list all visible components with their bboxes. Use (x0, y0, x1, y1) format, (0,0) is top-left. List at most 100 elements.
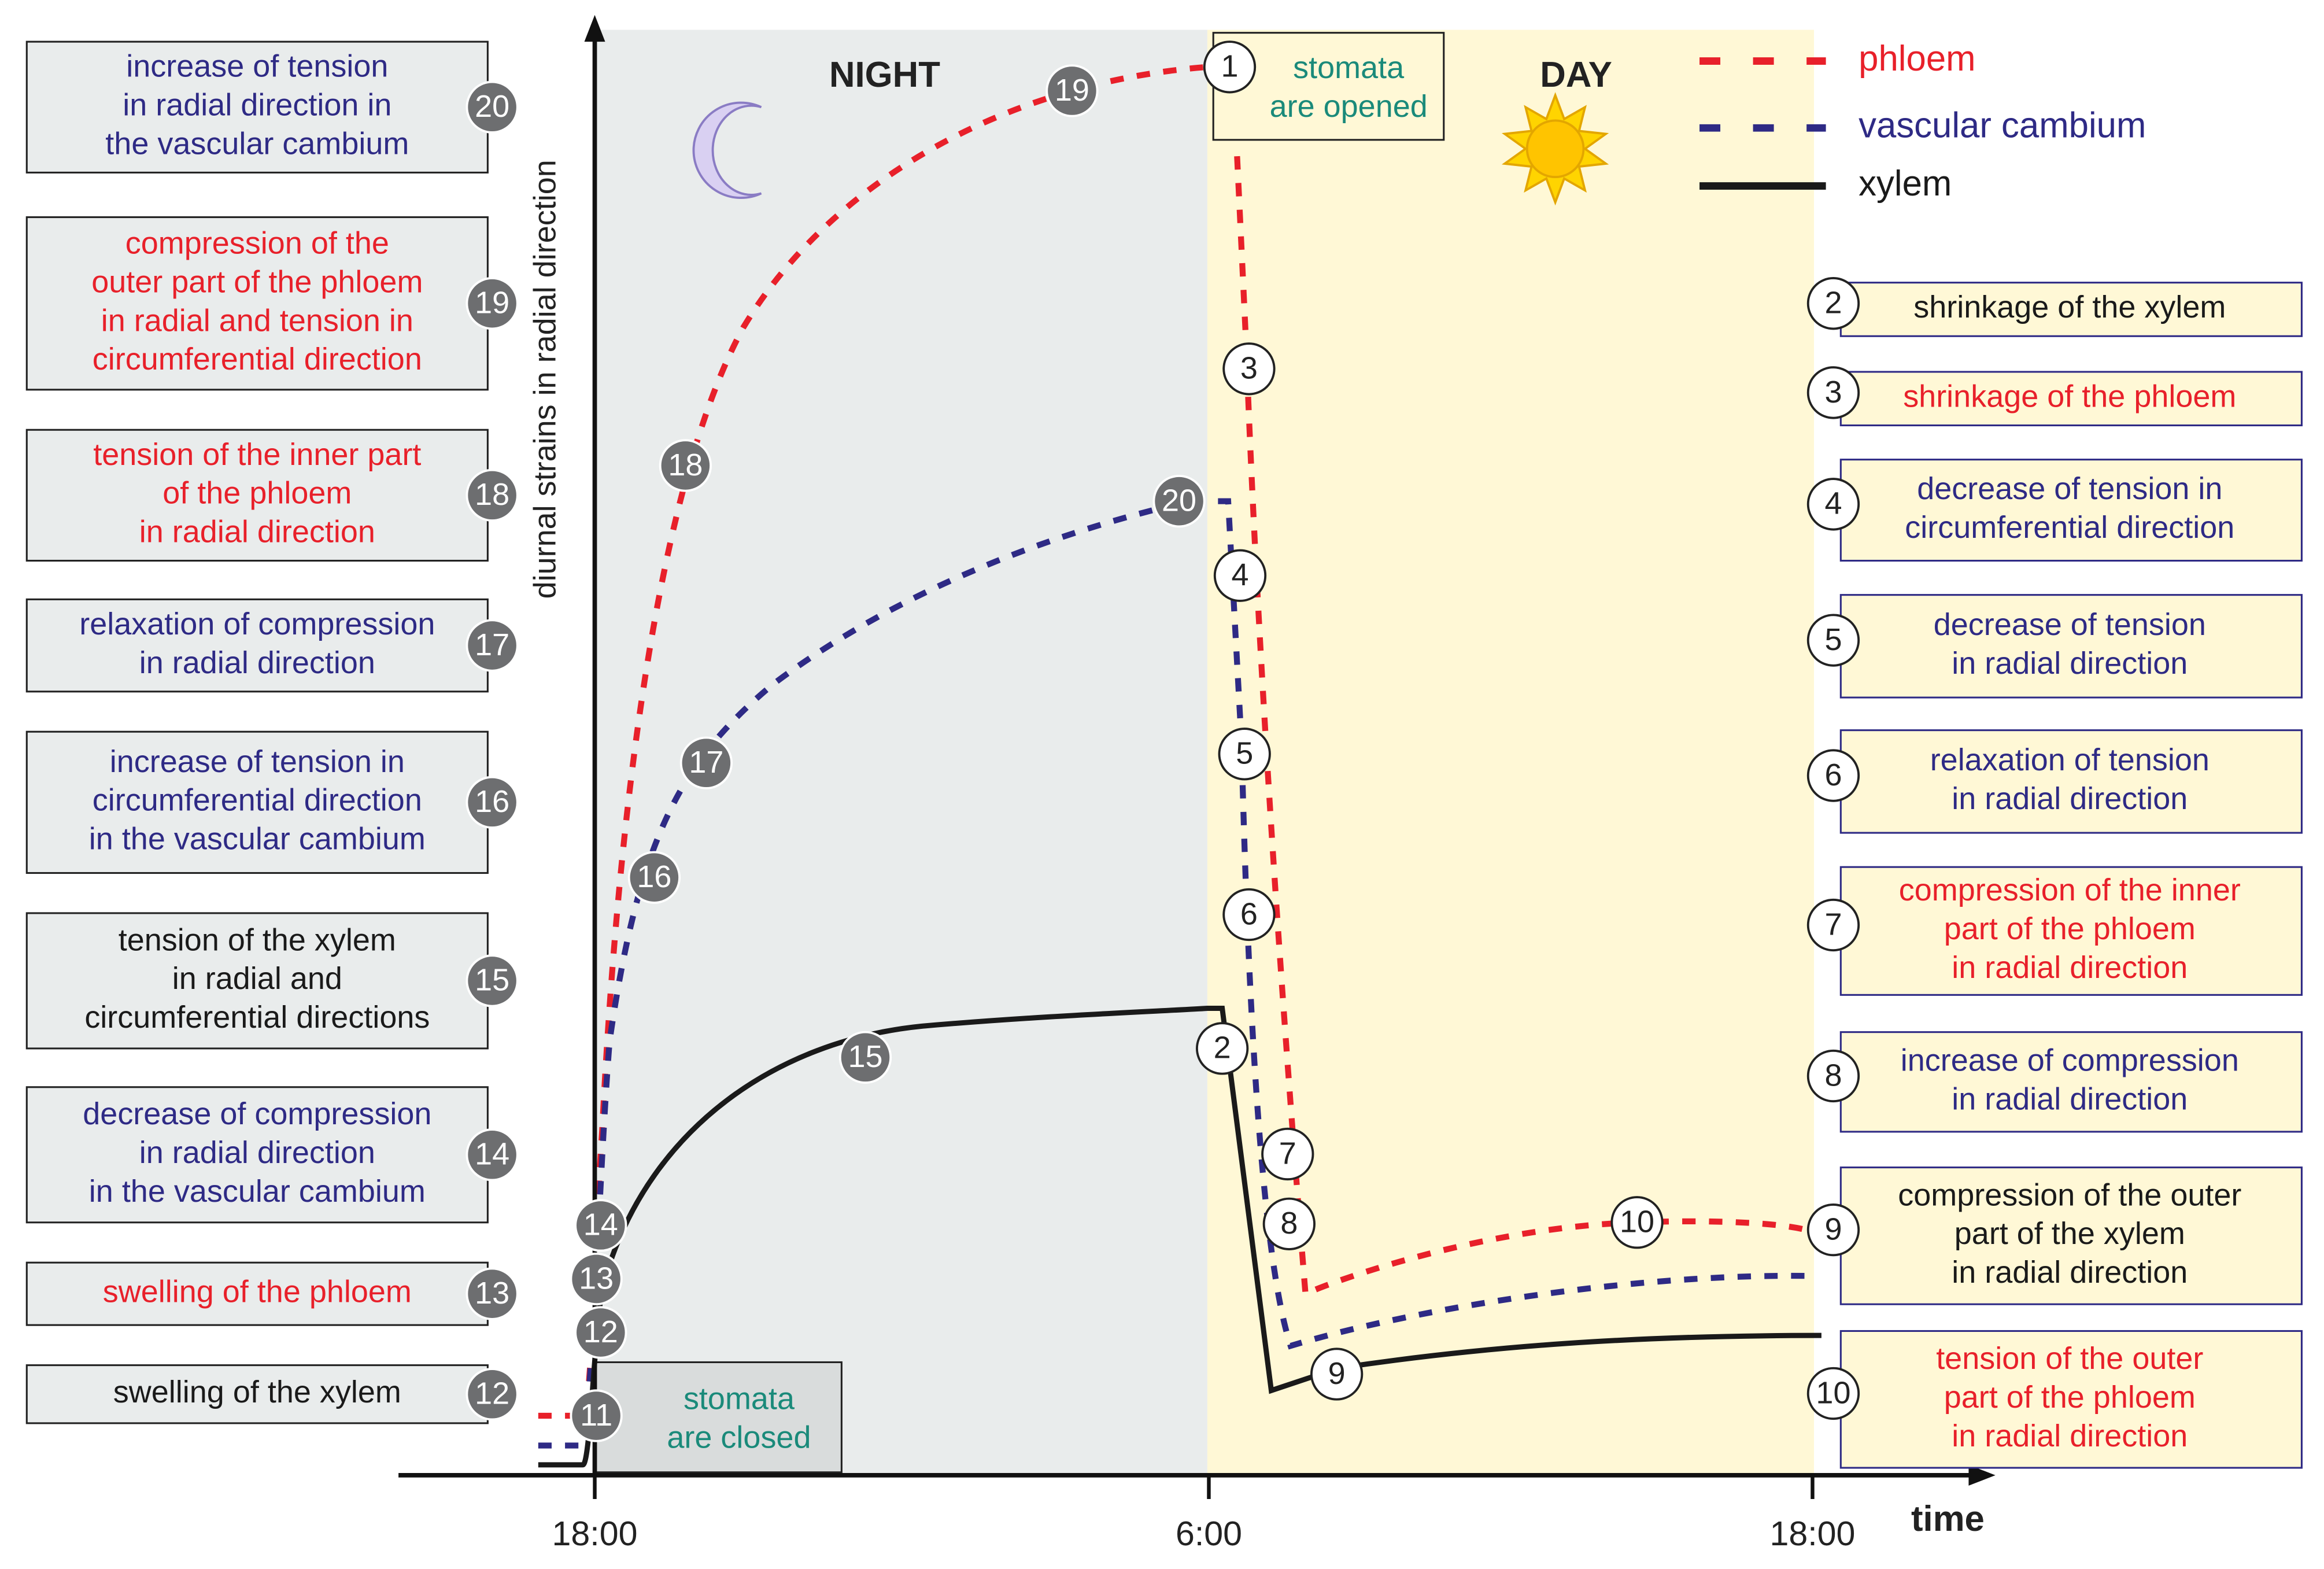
label-text: in radial and tension in (101, 303, 413, 338)
label-text: circumferential directions (84, 1000, 430, 1035)
number-circle (1806, 614, 1860, 667)
number-circle (1261, 1127, 1314, 1181)
number-circle (574, 1306, 627, 1359)
label-box (25, 1086, 489, 1224)
label-text: in radial direction (1952, 1081, 2188, 1116)
label-text: tension of the inner part (93, 437, 421, 472)
number-circle (1806, 277, 1860, 330)
y-axis-label: diurnal strains in radial direction (528, 160, 563, 599)
number-label: 4 (1231, 558, 1248, 592)
label-text: part of the xylem (1954, 1216, 2185, 1251)
label-text: increase of tension (126, 49, 388, 84)
x-tick-label: 18:00 (552, 1514, 638, 1553)
number-circle (838, 1031, 892, 1084)
number-label: 13 (475, 1276, 509, 1310)
label-text: in radial direction in (123, 88, 391, 123)
label-text: increase of tension in (110, 744, 405, 779)
number-label: 18 (668, 448, 703, 482)
curve (538, 498, 1811, 1449)
x-axis-arrow (1968, 1464, 1996, 1486)
x-tick-label: 18:00 (1769, 1514, 1855, 1553)
note-text: stomata (1293, 50, 1405, 85)
stomata-closed-box (593, 1361, 843, 1474)
number-circle (465, 80, 519, 134)
label-text: decrease of compression (83, 1097, 431, 1131)
number-circle (627, 851, 681, 904)
number-circle (574, 1199, 627, 1252)
label-text: decrease of tension (1934, 607, 2206, 642)
number-label: 10 (1620, 1205, 1654, 1239)
moon-icon (692, 101, 762, 200)
label-box (1839, 1330, 2303, 1469)
label-text: in the vascular cambium (89, 1174, 426, 1209)
label-text: in radial direction (1952, 646, 2188, 681)
label-text: compression of the outer (1898, 1177, 2241, 1212)
label-text: part of the phloem (1944, 1380, 2196, 1415)
label-box (25, 1261, 489, 1326)
label-text: decrease of tension in (1917, 471, 2222, 506)
note-text: stomata (683, 1382, 795, 1416)
label-box (1839, 282, 2303, 337)
label-box (25, 216, 489, 391)
label-text: in radial direction (1952, 1419, 2188, 1453)
label-text: circumferential direction (1905, 510, 2234, 545)
day-label: DAY (1540, 55, 1612, 95)
label-box (1839, 1031, 2303, 1133)
number-label: 7 (1824, 907, 1842, 942)
number-label: 2 (1214, 1031, 1231, 1065)
label-box (25, 598, 489, 693)
number-label: 14 (475, 1137, 509, 1172)
number-circle (659, 439, 712, 492)
number-label: 6 (1240, 896, 1258, 931)
label-text: circumferential direction (93, 783, 422, 818)
number-circle (465, 954, 519, 1007)
number-circle (1045, 64, 1099, 117)
label-box (1839, 866, 2303, 996)
x-tick-label: 6:00 (1176, 1514, 1242, 1553)
number-circle (1262, 1197, 1316, 1250)
number-label: 19 (1055, 73, 1089, 108)
number-circle (1218, 728, 1271, 781)
note-text: are closed (667, 1420, 811, 1454)
label-box (1839, 459, 2303, 562)
number-label: 19 (475, 286, 509, 320)
label-text: compression of the (125, 226, 389, 261)
night-label: NIGHT (829, 55, 940, 95)
label-text: in radial direction (1952, 950, 2188, 985)
number-label: 9 (1328, 1356, 1346, 1391)
label-text: the vascular cambium (105, 126, 409, 161)
number-label: 18 (475, 477, 509, 512)
number-circle (465, 277, 519, 330)
label-text: part of the phloem (1944, 911, 2196, 946)
number-circle (465, 776, 519, 829)
label-box (25, 1364, 489, 1424)
number-label: 8 (1280, 1206, 1298, 1241)
number-label: 5 (1824, 622, 1842, 657)
number-circle (465, 1128, 519, 1182)
label-text: in the vascular cambium (89, 821, 426, 856)
label-text: swelling of the xylem (113, 1375, 401, 1409)
number-circle (465, 619, 519, 672)
number-label: 6 (1824, 758, 1842, 792)
number-label: 8 (1824, 1058, 1842, 1092)
label-text: shrinkage of the phloem (1903, 379, 2236, 414)
label-box (25, 429, 489, 562)
legend-label: phloem (1859, 39, 1975, 79)
number-circle (1806, 1367, 1860, 1420)
number-circle (1806, 1203, 1860, 1257)
label-text: in radial direction (1952, 1255, 2188, 1290)
number-label: 3 (1240, 351, 1258, 386)
number-label: 17 (689, 745, 723, 780)
label-text: increase of compression (1901, 1043, 2239, 1078)
number-label: 12 (475, 1376, 509, 1411)
number-label: 13 (579, 1261, 614, 1295)
number-circle (1213, 549, 1267, 602)
y-axis-arrow (584, 14, 605, 42)
label-text: swelling of the phloem (103, 1274, 412, 1309)
label-text: tension of the xylem (119, 922, 396, 957)
number-label: 12 (583, 1315, 618, 1349)
label-box (1839, 371, 2303, 427)
number-circle (465, 1368, 519, 1421)
label-text: in radial direction (139, 1135, 375, 1170)
